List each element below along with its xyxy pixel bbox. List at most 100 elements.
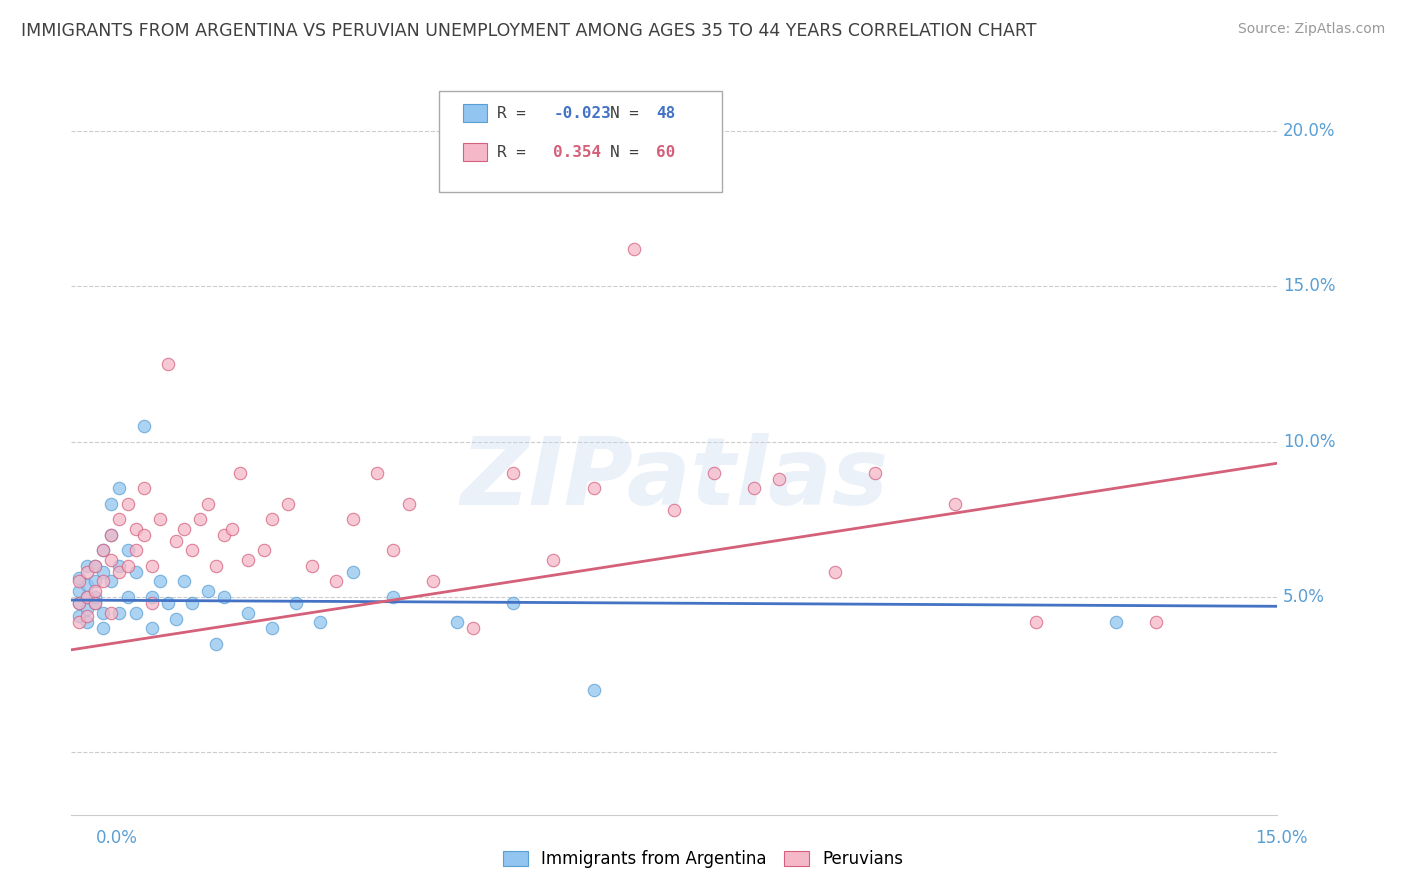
Point xyxy=(398,497,420,511)
Point xyxy=(165,612,187,626)
Point xyxy=(543,552,565,566)
Point xyxy=(108,606,131,620)
Point xyxy=(93,543,115,558)
Point xyxy=(100,606,122,620)
Point xyxy=(277,497,299,511)
Point xyxy=(461,621,484,635)
Point xyxy=(100,574,122,589)
Point xyxy=(67,583,90,598)
Point xyxy=(108,565,131,579)
Point xyxy=(141,590,163,604)
Point xyxy=(582,481,605,495)
Point xyxy=(285,596,308,610)
Point xyxy=(67,571,90,585)
Text: 10.0%: 10.0% xyxy=(1282,433,1336,450)
Point xyxy=(132,528,155,542)
Text: R =: R = xyxy=(496,106,526,120)
Point xyxy=(1144,615,1167,629)
Point xyxy=(582,683,605,698)
Point xyxy=(76,590,98,604)
Point xyxy=(381,590,404,604)
Point xyxy=(863,466,886,480)
Point xyxy=(108,512,131,526)
Point xyxy=(76,558,98,573)
Point xyxy=(446,615,468,629)
Point xyxy=(84,583,107,598)
Point xyxy=(124,543,146,558)
Point xyxy=(703,466,725,480)
Text: 0.0%: 0.0% xyxy=(96,829,138,847)
Legend: Immigrants from Argentina, Peruvians: Immigrants from Argentina, Peruvians xyxy=(496,844,910,875)
Point xyxy=(197,497,219,511)
Point xyxy=(422,574,444,589)
Point xyxy=(623,242,645,256)
Point xyxy=(502,466,524,480)
Text: N =: N = xyxy=(610,145,638,160)
Point xyxy=(824,565,846,579)
Point xyxy=(366,466,388,480)
Text: 20.0%: 20.0% xyxy=(1282,121,1336,140)
Text: Source: ZipAtlas.com: Source: ZipAtlas.com xyxy=(1237,22,1385,37)
Point xyxy=(84,574,107,589)
Text: R =: R = xyxy=(496,145,526,160)
Point xyxy=(301,558,323,573)
Point xyxy=(325,574,347,589)
Point xyxy=(93,621,115,635)
Text: 15.0%: 15.0% xyxy=(1282,277,1336,295)
Point xyxy=(381,543,404,558)
Point xyxy=(100,528,122,542)
Text: N =: N = xyxy=(610,106,638,120)
Bar xyxy=(463,143,486,161)
Point xyxy=(84,596,107,610)
Point xyxy=(197,583,219,598)
Point xyxy=(93,606,115,620)
Point xyxy=(253,543,276,558)
Point xyxy=(149,574,172,589)
Point xyxy=(76,577,98,591)
Point xyxy=(149,512,172,526)
Point xyxy=(76,565,98,579)
Point xyxy=(93,574,115,589)
Point xyxy=(205,558,228,573)
Point xyxy=(262,621,284,635)
Point xyxy=(156,596,179,610)
Point xyxy=(173,574,195,589)
Point xyxy=(67,615,90,629)
Point xyxy=(768,472,790,486)
Point xyxy=(93,565,115,579)
Point xyxy=(100,528,122,542)
Point xyxy=(262,512,284,526)
Point xyxy=(84,590,107,604)
Text: 0.354: 0.354 xyxy=(554,145,602,160)
Point xyxy=(342,565,364,579)
Point xyxy=(76,590,98,604)
Point xyxy=(212,590,235,604)
Point xyxy=(744,481,766,495)
Point xyxy=(180,596,202,610)
Point xyxy=(1105,615,1128,629)
FancyBboxPatch shape xyxy=(439,91,723,192)
Point xyxy=(117,497,139,511)
Point xyxy=(309,615,332,629)
Point xyxy=(342,512,364,526)
Text: 48: 48 xyxy=(657,106,675,120)
Point xyxy=(100,552,122,566)
Point xyxy=(236,552,259,566)
Text: 5.0%: 5.0% xyxy=(1282,588,1324,606)
Point xyxy=(165,534,187,549)
Point xyxy=(132,419,155,434)
Point xyxy=(943,497,966,511)
Text: 60: 60 xyxy=(657,145,675,160)
Point xyxy=(141,621,163,635)
Point xyxy=(236,606,259,620)
Point xyxy=(132,481,155,495)
Point xyxy=(84,596,107,610)
Point xyxy=(67,596,90,610)
Point xyxy=(502,596,524,610)
Point xyxy=(117,590,139,604)
Point xyxy=(173,522,195,536)
Point xyxy=(124,606,146,620)
Point xyxy=(76,615,98,629)
Point xyxy=(67,596,90,610)
Point xyxy=(100,497,122,511)
